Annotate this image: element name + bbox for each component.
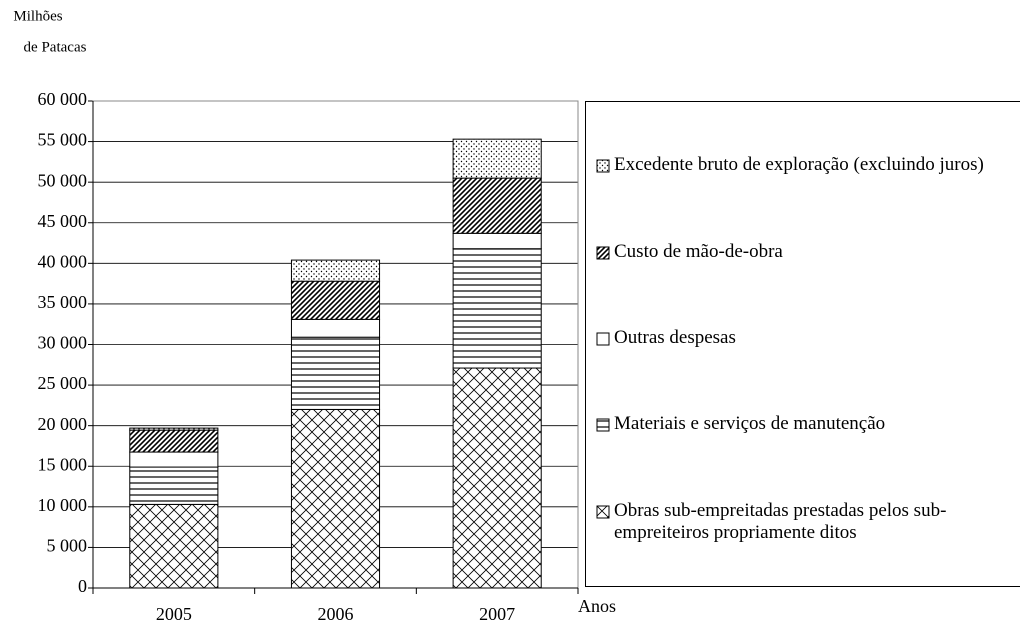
legend-swatch [596,159,610,173]
legend-label: Obras sub-empreitadas prestadas pelos su… [614,499,947,543]
legend-item: Outras despesas [586,327,1016,349]
bar-segment [129,451,219,468]
y-tick-label: 60 000 [38,89,88,109]
x-tick-label: 2007 [479,604,515,624]
y-axis-label: de Patacas [24,39,87,55]
y-tick-label: 50 000 [38,170,88,190]
bar-segment [452,367,542,589]
y-axis-label: Milhões [13,8,62,24]
y-tick-label: 55 000 [38,130,88,150]
legend-label: Outras despesas [614,326,736,348]
bar-segment [452,138,542,179]
y-tick-label: 25 000 [38,373,88,393]
bar-segment [290,280,381,320]
bar-segment [290,318,381,338]
y-tick-label: 15 000 [38,454,88,474]
bar-segment [452,232,542,250]
bar-segment [290,259,381,282]
legend-label: Excedente bruto de exploração (excluindo… [614,154,984,176]
x-axis-label: Anos [578,596,616,616]
legend-swatch-rect [596,332,610,346]
y-tick-label: 40 000 [38,251,88,271]
bar-segment [452,177,542,234]
bar-segment [290,336,381,410]
y-tick-label: 20 000 [38,414,88,434]
legend-swatch-rect [596,246,610,260]
legend-swatch [596,332,610,346]
x-tick-label: 2006 [318,604,354,624]
legend-label: Custo de mão-de-obra [614,240,783,262]
x-tick-label: 2005 [156,604,192,624]
legend-item: Materiais e serviços de manutenção [586,413,1016,435]
y-tick-label: 45 000 [38,211,88,231]
legend-item: Obras sub-empreitadas prestadas pelos su… [586,500,1016,544]
bar-segment [290,408,381,589]
legend-item: Custo de mão-de-obra [586,241,1016,263]
bar-segment [129,466,219,505]
bar-segment [452,248,542,369]
legend-swatch [596,418,610,432]
bar-segment [129,503,219,589]
legend-swatch-rect [596,159,610,173]
y-tick-label: 10 000 [38,495,88,515]
legend-swatch-rect [596,505,610,519]
legend-swatch-rect [596,418,610,432]
legend-label: Materiais e serviços de manutenção [614,413,886,435]
y-tick-label: 0 [78,576,87,596]
bar-segment [129,429,219,453]
y-tick-label: 35 000 [38,292,88,312]
legend-item: Excedente bruto de exploração (excluindo… [586,154,1016,176]
legend: Excedente bruto de exploração (excluindo… [585,101,1020,587]
legend-swatch [596,246,610,260]
y-tick-label: 5 000 [47,536,88,556]
bar-segment [129,427,219,431]
legend-swatch [596,505,610,519]
y-tick-label: 30 000 [38,333,88,353]
